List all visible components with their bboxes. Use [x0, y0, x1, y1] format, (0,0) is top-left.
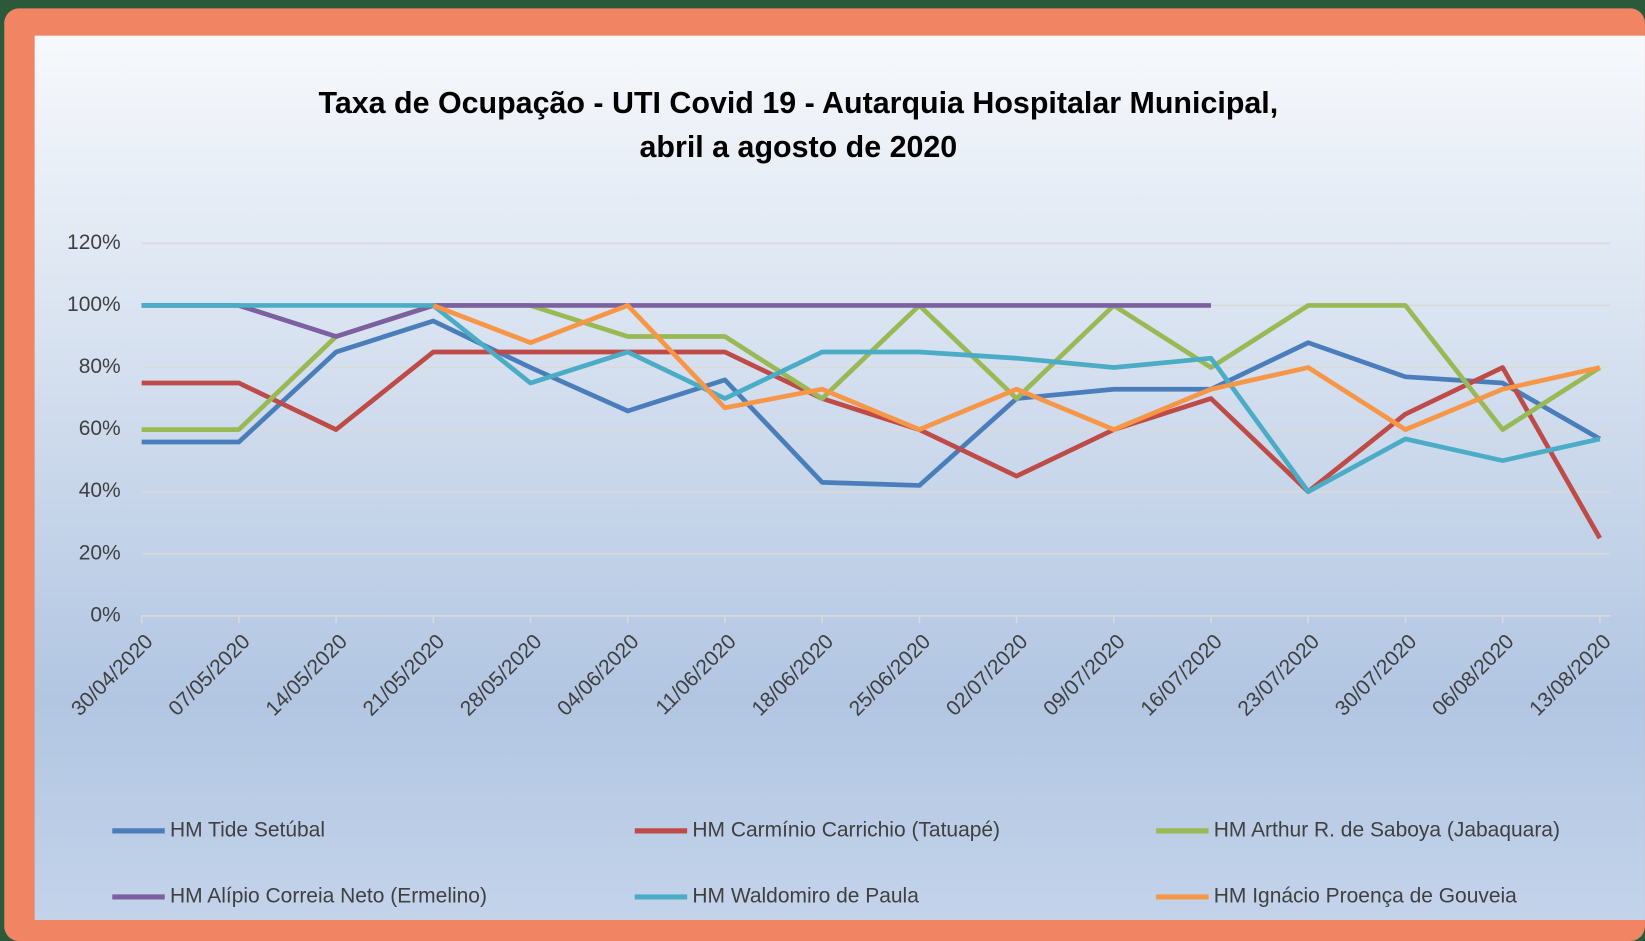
legend-label: HM Tide Setúbal: [170, 818, 325, 841]
chart-panel: [34, 35, 1645, 921]
legend-label: HM Alípio Correia Neto (Ermelino): [170, 884, 487, 907]
series-line: [141, 318, 1602, 488]
series-line: [432, 303, 1601, 432]
y-tick-label: 80%: [79, 355, 121, 378]
series-line: [141, 349, 1602, 540]
series-line: [141, 303, 1601, 495]
y-tick-label: 20%: [79, 541, 121, 564]
y-tick-label: 100%: [67, 293, 121, 316]
legend-label: HM Waldomiro de Paula: [692, 884, 919, 907]
chart-title: Taxa de Ocupação - UTI Covid 19 - Autarq…: [319, 86, 1279, 120]
y-tick-label: 120%: [67, 231, 121, 254]
legend-label: HM Carmínio Carrichio (Tatuapé): [692, 818, 1000, 841]
series-line: [141, 303, 1211, 339]
legend-label: HM Arthur R. de Saboya (Jabaquara): [1214, 818, 1560, 841]
legend-label: HM Ignácio Proença de Gouveia: [1214, 884, 1517, 907]
y-tick-label: 40%: [79, 479, 121, 502]
top-band: [0, 0, 1645, 11]
chart-title: abril a agosto de 2020: [640, 130, 958, 164]
y-tick-label: 0%: [90, 603, 120, 626]
y-tick-label: 60%: [79, 417, 121, 440]
